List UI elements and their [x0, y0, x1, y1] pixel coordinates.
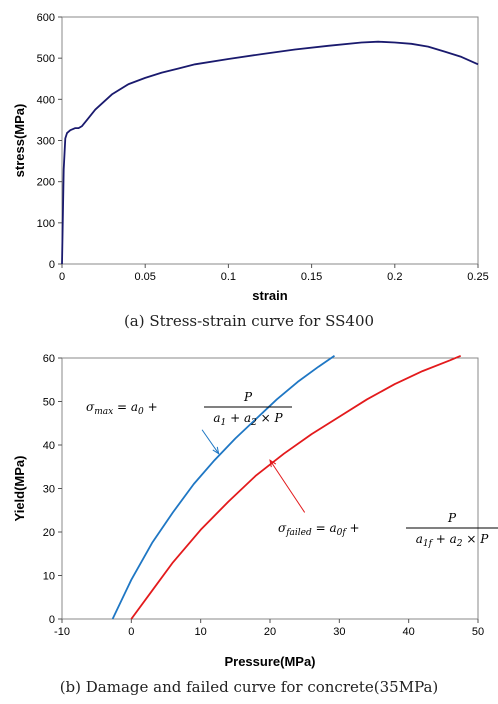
a-x-tick-label: 0	[59, 271, 65, 283]
a2-symbol: a	[244, 411, 251, 425]
stress-strain-axes: 0 0.05 0.1 0.15 0.2 0.25 0 100 200 300 400 500 600	[37, 12, 489, 283]
a1-subscript: 1f	[423, 539, 434, 549]
a-x-tick-label: 0.25	[467, 271, 488, 283]
b-y-tick-label: 10	[43, 571, 55, 583]
b-y-tick-label: 50	[43, 397, 55, 409]
a-x-tick-label: 0.15	[301, 271, 322, 283]
figure-b-caption: (b) Damage and failed curve for concrete…	[59, 678, 439, 696]
a0-symbol: a	[329, 521, 336, 535]
failed-arrow-head	[269, 459, 277, 468]
max-formula-lhs: σmax = a0 +	[86, 400, 158, 417]
max-formula: σmax = a0 + Pa1 + a2 × P	[86, 390, 292, 455]
a2-subscript: 2	[250, 418, 257, 428]
equals-sign: =	[312, 521, 330, 535]
a-y-tick-label: 200	[37, 177, 55, 189]
pressure-symbol: P	[274, 411, 284, 425]
a-y-tick-label: 300	[37, 136, 55, 148]
max-arrow-head	[212, 446, 220, 455]
b-y-tick-label: 20	[43, 527, 55, 539]
b-y-tick-label: 60	[43, 353, 55, 365]
a-x-tick-label: 0.1	[221, 271, 236, 283]
equals-sign: =	[113, 400, 131, 414]
failed-formula-denominator: a1f + a2 × P	[416, 532, 489, 549]
pressure-symbol: P	[479, 532, 489, 546]
sigma-symbol: σ	[278, 521, 287, 535]
y-axis-label: stress(MPa)	[12, 104, 27, 178]
a0-subscript: 0f	[337, 528, 348, 538]
a1-symbol: a	[416, 532, 423, 546]
max-formula-denominator: a1 + a2 × P	[213, 411, 283, 428]
a-y-tick-label: 400	[37, 94, 55, 106]
stress-strain-figure: 0 0.05 0.1 0.15 0.2 0.25 0 100 200 300 400 500 600 s…	[0, 0, 498, 312]
max-yield-curve	[111, 355, 336, 620]
plus-sign: +	[144, 400, 158, 414]
b-x-tick-label: 0	[128, 626, 134, 638]
a-x-tick-label: 0.05	[134, 271, 155, 283]
plus-sign: +	[346, 521, 360, 535]
a-plot-frame	[61, 16, 479, 265]
b-x-tick-label: 30	[333, 626, 345, 638]
a-y-tick-label: 500	[37, 53, 55, 65]
sigma-subscript: failed	[285, 528, 312, 538]
plus-sign: +	[226, 411, 244, 425]
b-y-tick-label: 0	[49, 614, 55, 626]
yield-pressure-series	[111, 354, 462, 620]
y-axis-label: Yield(MPa)	[12, 456, 27, 522]
times-sign: ×	[257, 411, 275, 425]
a-y-tick-label: 100	[37, 218, 55, 230]
times-sign: ×	[463, 532, 481, 546]
failed-arrow-line	[269, 459, 306, 513]
a2-symbol: a	[450, 532, 457, 546]
b-x-tick-label: 50	[472, 626, 484, 638]
sigma-subscript: max	[94, 407, 113, 417]
stress-strain-series	[61, 40, 479, 265]
failed-formula-lhs: σfailed = a0f +	[278, 521, 360, 538]
x-axis-label: Pressure(MPa)	[224, 654, 315, 669]
a0-subscript: 0	[138, 407, 144, 417]
figure-a-caption: (a) Stress-strain curve for SS400	[123, 312, 375, 330]
b-x-tick-label: 40	[403, 626, 415, 638]
b-plot-frame	[61, 357, 479, 620]
b-x-tick-label: -10	[54, 626, 70, 638]
x-axis-label: strain	[252, 288, 287, 303]
a1-symbol: a	[213, 411, 220, 425]
a0-symbol: a	[131, 400, 138, 414]
failed-yield-curve	[130, 354, 462, 620]
plus-sign: +	[432, 532, 450, 546]
a-y-tick-label: 600	[37, 12, 55, 24]
failed-formula-numerator: P	[447, 511, 457, 525]
b-y-tick-label: 40	[43, 440, 55, 452]
stress-strain-chart: 0 0.05 0.1 0.15 0.2 0.25 0 100 200 300 400 500 600 s…	[12, 12, 489, 303]
b-x-tick-label: 20	[264, 626, 276, 638]
a2-subscript: 2	[456, 539, 463, 549]
stress-strain-line	[61, 40, 479, 265]
a1-subscript: 1	[221, 418, 227, 428]
sigma-symbol: σ	[86, 400, 95, 414]
max-formula-numerator: P	[243, 390, 253, 404]
yield-pressure-figure: -10 0 10 20 30 40 50 0 10 20 30 40 50 60 σmax = a0 + …	[0, 340, 498, 676]
a-x-tick-label: 0.2	[387, 271, 402, 283]
a-y-tick-label: 0	[49, 259, 55, 271]
b-y-tick-label: 30	[43, 484, 55, 496]
b-x-tick-label: 10	[195, 626, 207, 638]
max-arrow-line	[201, 429, 220, 454]
